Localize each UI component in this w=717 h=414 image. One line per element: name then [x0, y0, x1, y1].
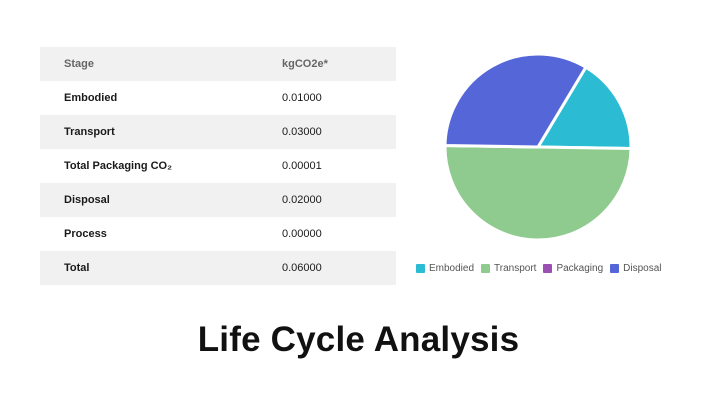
legend-item-transport[interactable]: Transport — [481, 263, 536, 274]
legend-swatch-transport — [481, 264, 491, 273]
pie-slice-transport[interactable] — [443, 144, 633, 242]
value-cell: 0.01000 — [282, 92, 322, 104]
table-row: Process 0.00000 — [40, 217, 396, 251]
stage-cell: Disposal — [40, 183, 282, 217]
page-title: Life Cycle Analysis — [197, 320, 520, 359]
stage-cell: Total Packaging CO₂ — [64, 160, 172, 172]
table-row: Embodied 0.01000 — [40, 81, 396, 115]
table-row: Transport 0.03000 — [40, 115, 396, 149]
stage-column-header: Stage — [40, 47, 282, 81]
pie-slice-disposal[interactable] — [443, 52, 588, 149]
pie-chart — [443, 52, 633, 242]
stage-cell: Total — [40, 251, 282, 285]
stage-cell: Process — [64, 228, 107, 240]
table-row: Total Packaging CO₂ 0.00001 — [40, 149, 396, 183]
value-cell: 0.00001 — [282, 160, 322, 172]
legend-item-disposal[interactable]: Disposal — [610, 263, 662, 274]
legend-label-packaging: Packaging — [556, 263, 604, 274]
legend-swatch-embodied — [416, 264, 425, 273]
value-cell: 0.06000 — [282, 251, 396, 285]
legend-item-packaging[interactable]: Packaging — [543, 263, 603, 274]
legend-label-embodied: Embodied — [429, 263, 475, 274]
legend-swatch-disposal — [610, 264, 620, 273]
value-cell: 0.03000 — [282, 115, 396, 149]
value-column-header: kgCO2e* — [282, 47, 396, 81]
value-cell: 0.02000 — [282, 183, 396, 217]
stage-cell: Transport — [40, 115, 282, 149]
legend-swatch-packaging — [543, 264, 553, 273]
legend-label-disposal: Disposal — [623, 263, 662, 274]
lca-table: Stage kgCO2e* Embodied 0.01000 Transport… — [40, 47, 396, 285]
value-cell: 0.00000 — [282, 228, 322, 240]
stage-cell: Embodied — [64, 92, 118, 104]
pie-slice-embodied[interactable] — [536, 65, 633, 151]
table-row-total: Total 0.06000 — [40, 251, 396, 285]
legend-label-transport: Transport — [494, 263, 537, 274]
legend-item-embodied[interactable]: Embodied — [416, 263, 474, 274]
table-row: Disposal 0.02000 — [40, 183, 396, 217]
table-header-row: Stage kgCO2e* — [40, 47, 396, 81]
chart-legend: Embodied Transport Packaging Disposal — [416, 263, 669, 274]
